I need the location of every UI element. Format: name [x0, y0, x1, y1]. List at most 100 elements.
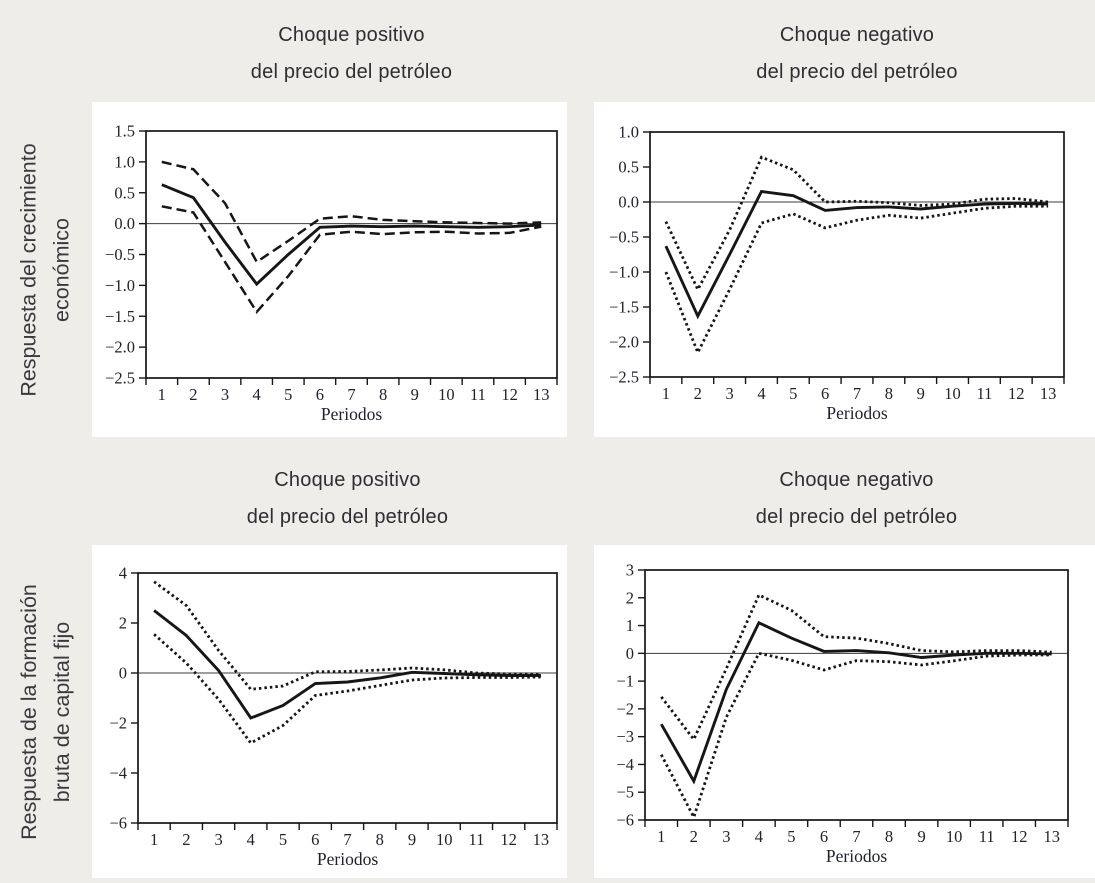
- row-label-line: Respuesta del crecimiento: [17, 142, 42, 397]
- x-tick-label: 11: [470, 385, 486, 404]
- x-tick-label: 6: [311, 830, 319, 849]
- x-tick-label: 1: [158, 385, 166, 404]
- x-tick-label: 12: [1008, 384, 1024, 403]
- y-tick-label: −1.5: [609, 298, 639, 317]
- x-tick-label: 3: [221, 385, 229, 404]
- y-tick-label: −2: [109, 714, 127, 733]
- x-tick-label: 3: [214, 830, 222, 849]
- row-label-crecimiento-economico: Respuesta del crecimiento económico: [0, 102, 92, 437]
- y-tick-label: 0.5: [114, 183, 135, 202]
- x-tick-label: 9: [411, 385, 419, 404]
- x-axis-label: Periodos: [321, 404, 382, 424]
- series-respuesta-central: [660, 620, 1052, 785]
- x-tick-label: 12: [501, 385, 517, 404]
- x-tick-label: 2: [690, 827, 698, 846]
- y-tick-label: −2.0: [105, 338, 135, 357]
- y-tick-label: 2: [119, 614, 127, 633]
- chart-title-line: del precio del petróleo: [756, 61, 958, 83]
- y-tick-label: 0.0: [114, 214, 135, 233]
- chart-title-bottom-left: Choque positivo del precio del petróleo: [138, 462, 557, 536]
- y-tick-label: 0: [119, 664, 127, 683]
- y-tick-label: 4: [119, 564, 127, 583]
- x-tick-label: 11: [979, 827, 995, 846]
- x-tick-label: 5: [279, 830, 287, 849]
- y-tick-label: −0.5: [105, 245, 135, 264]
- chart-title-line: del precio del petróleo: [755, 506, 958, 528]
- x-tick-label: 2: [189, 385, 197, 404]
- x-tick-label: 5: [284, 385, 292, 404]
- chart-panel-top-left: 1.5 1.0 0.5 0.0 −0.5 −1.0 −1.5 −2.0 −2.5 1 2 3 4 5 6 7 8…: [92, 102, 567, 437]
- x-tick-label: 13: [1043, 827, 1060, 846]
- chart-title-line: Choque positivo: [278, 24, 425, 46]
- y-tick-label: 0: [626, 644, 634, 663]
- x-tick-label: 12: [1011, 827, 1028, 846]
- x-axis-label: Periodos: [826, 403, 887, 423]
- y-tick-label: 2: [626, 588, 634, 607]
- y-tick-label: 1.5: [114, 122, 135, 141]
- x-axis-label: Periodos: [317, 849, 378, 869]
- x-tick-label: 7: [853, 384, 861, 403]
- x-tick-label: 11: [976, 384, 992, 403]
- x-tick-label: 7: [343, 830, 351, 849]
- chart-title-line: Choque positivo: [274, 469, 421, 491]
- chart-title-top-right: Choque negativo del precio del petróleo: [650, 17, 1064, 91]
- x-tick-label: 1: [657, 827, 665, 846]
- x-tick-label: 6: [821, 384, 829, 403]
- x-tick-label: 1: [150, 830, 158, 849]
- x-tick-label: 4: [247, 830, 255, 849]
- x-tick-label: 8: [379, 385, 387, 404]
- x-tick-label: 9: [917, 384, 925, 403]
- series-banda-inferior: [660, 651, 1052, 821]
- x-tick-label: 5: [787, 827, 795, 846]
- x-tick-label: 13: [1040, 384, 1057, 403]
- x-tick-label: 3: [725, 384, 733, 403]
- chart-title-line: del precio del petróleo: [246, 506, 449, 528]
- x-tick-label: 4: [757, 384, 765, 403]
- y-tick-label: −1.0: [105, 276, 135, 295]
- y-tick-label: 3: [626, 561, 634, 580]
- series-banda-superior: [660, 593, 1052, 743]
- y-tick-label: −1.5: [105, 307, 135, 326]
- series-respuesta-central: [161, 183, 542, 287]
- row-label-line: económico: [50, 217, 75, 322]
- y-tick-label: −4: [109, 764, 127, 783]
- chart-title-line: Choque negativo: [779, 24, 935, 46]
- x-tick-label: 10: [944, 384, 961, 403]
- row-label-line: Respuesta de la formación: [17, 583, 42, 840]
- x-tick-label: 10: [438, 385, 455, 404]
- x-tick-label: 10: [436, 830, 453, 849]
- x-tick-label: 12: [500, 830, 516, 849]
- y-tick-label: −6: [109, 814, 127, 833]
- chart-panel-bottom-left: 4 2 0 −2 −4 −6 1 2 3 4 5 6 7 8 9 10 11 12 13 Periodos: [92, 545, 567, 878]
- series-banda-superior: [153, 580, 541, 691]
- row-label-text: Respuesta de la formación bruta de capit…: [13, 584, 79, 840]
- y-tick-label: 1.0: [618, 123, 639, 142]
- x-tick-label: 5: [789, 384, 797, 403]
- x-tick-label: 8: [376, 830, 384, 849]
- series-banda-superior: [161, 160, 542, 264]
- y-tick-label: −2.0: [609, 333, 639, 352]
- x-tick-label: 8: [885, 384, 893, 403]
- y-tick-label: 0.5: [618, 158, 639, 177]
- x-tick-label: 2: [182, 830, 190, 849]
- series-banda-inferior: [161, 205, 542, 314]
- y-tick-label: −2: [616, 699, 634, 718]
- row-label-line: bruta de capital fijo: [50, 621, 75, 802]
- x-tick-label: 6: [316, 385, 324, 404]
- y-tick-label: −2.5: [105, 369, 135, 388]
- y-tick-label: −6: [616, 811, 634, 830]
- y-tick-label: 1: [626, 616, 634, 635]
- x-tick-label: 4: [755, 827, 763, 846]
- x-tick-label: 13: [533, 830, 550, 849]
- x-axis-label: Periodos: [826, 846, 887, 866]
- series-banda-inferior: [664, 204, 1049, 356]
- chart-panel-top-right: 1.0 0.5 0.0 −0.5 −1.0 −1.5 −2.0 −2.5 1 2 3 4 5 6 7 8 9 10…: [594, 102, 1095, 437]
- x-tick-label: 13: [533, 385, 550, 404]
- row-label-text: Respuesta del crecimiento económico: [13, 143, 79, 396]
- x-tick-label: 2: [694, 384, 702, 403]
- x-tick-label: 7: [347, 385, 355, 404]
- chart-title-line: Choque negativo: [779, 469, 934, 491]
- x-tick-label: 9: [408, 830, 416, 849]
